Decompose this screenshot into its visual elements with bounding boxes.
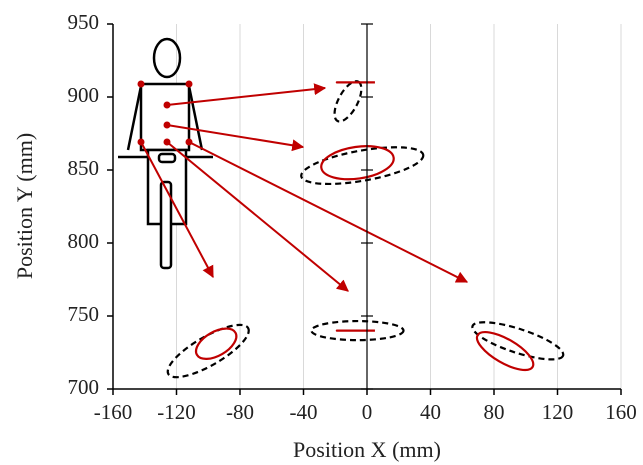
marker-points bbox=[137, 80, 193, 146]
y-tick-label: 950 bbox=[68, 10, 100, 34]
y-tick-label: 750 bbox=[68, 302, 100, 326]
x-tick-label: -160 bbox=[94, 400, 133, 424]
y-tick-label: 700 bbox=[68, 375, 100, 399]
y-tick-label: 900 bbox=[68, 83, 100, 107]
arrows bbox=[140, 83, 469, 292]
x-tick-label: 80 bbox=[484, 400, 505, 424]
x-axis-title: Position X (mm) bbox=[293, 437, 441, 462]
y-tick-label: 800 bbox=[68, 229, 100, 253]
ellipse bbox=[333, 80, 363, 123]
ellipse bbox=[475, 331, 535, 372]
ellipse bbox=[471, 321, 565, 361]
y-tick-label: 850 bbox=[68, 156, 100, 180]
ellipse bbox=[194, 327, 238, 360]
x-tick-label: -120 bbox=[157, 400, 196, 424]
x-tick-label: 160 bbox=[605, 400, 637, 424]
x-tick-label: 120 bbox=[542, 400, 574, 424]
x-tick-label: 40 bbox=[420, 400, 441, 424]
ellipse bbox=[320, 145, 395, 181]
ellipse bbox=[300, 146, 425, 186]
ellipses bbox=[166, 80, 565, 379]
ellipse bbox=[166, 323, 250, 379]
ellipse bbox=[310, 319, 405, 342]
x-tick-label: 0 bbox=[362, 400, 373, 424]
x-tick-label: -40 bbox=[290, 400, 318, 424]
y-axis-title: Position Y (mm) bbox=[12, 133, 37, 279]
rider-figure bbox=[118, 37, 213, 270]
x-tick-label: -80 bbox=[226, 400, 254, 424]
